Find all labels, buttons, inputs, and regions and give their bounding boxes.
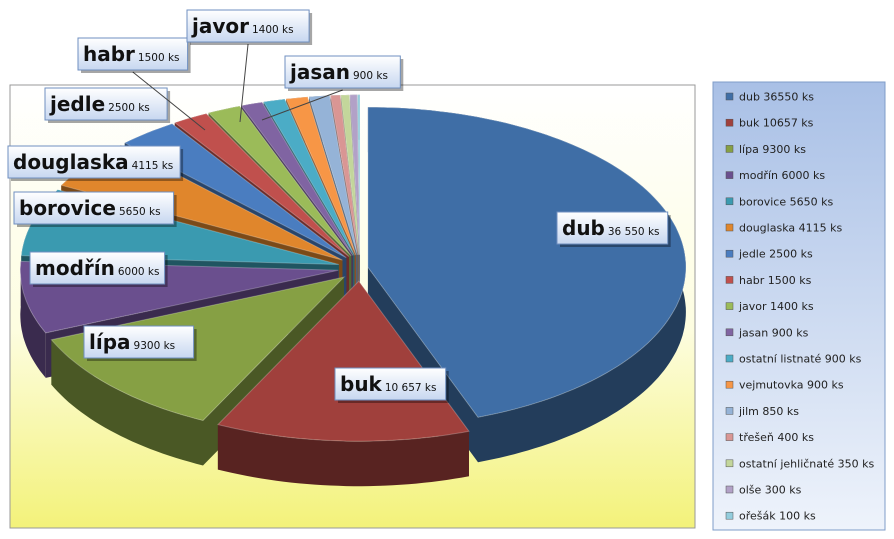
legend-label: buk 10657 ks [739, 117, 814, 130]
legend-label: habr 1500 ks [739, 274, 812, 287]
label-box [7, 145, 181, 179]
label-value: 6000 ks [118, 266, 160, 278]
legend-label: vejmutovka 900 ks [739, 379, 844, 392]
data-label: buk 10 657 ks [340, 372, 437, 396]
label-box [556, 211, 669, 245]
slice-side [20, 261, 46, 378]
label-box [83, 325, 195, 359]
legend-swatch [725, 380, 734, 389]
label-value: 9300 ks [134, 340, 176, 352]
data-label: jedle 2500 ks [49, 92, 150, 116]
data-label: modřín 6000 ks [35, 256, 159, 280]
slice-side [51, 339, 204, 466]
data-label: jasan 900 ks [289, 60, 388, 84]
leader-line [261, 89, 343, 121]
slice-side [217, 424, 469, 487]
label-name: buk [340, 372, 383, 396]
data-label: douglaska 4115 ks [13, 150, 173, 174]
label-name: javor [191, 14, 249, 38]
label-name: jedle [49, 92, 105, 116]
legend-swatch [725, 433, 734, 441]
data-label: lípa 9300 ks [89, 330, 175, 354]
legend-swatch [725, 302, 734, 310]
legend-swatch [725, 118, 734, 127]
legend-swatch [725, 92, 734, 101]
legend-swatch [725, 223, 734, 232]
slice [262, 98, 355, 256]
slice [308, 94, 358, 256]
slice [216, 280, 470, 442]
leader-line [239, 43, 249, 123]
label-name: borovice [19, 196, 116, 220]
legend-label: javor 1400 ks [738, 300, 814, 313]
legend-swatch [725, 328, 734, 337]
legend-label: jilm 850 ks [738, 405, 799, 418]
slice [340, 94, 360, 255]
label-box [77, 37, 189, 71]
label-value: 5650 ks [119, 206, 161, 218]
slice [207, 105, 352, 257]
legend-swatch [725, 354, 734, 363]
label-name: modřín [35, 256, 115, 280]
label-value: 4115 ks [132, 160, 174, 172]
label-value: 1400 ks [252, 24, 294, 36]
label-name: jasan [289, 60, 350, 84]
data-label: habr 1500 ks [83, 42, 180, 66]
legend-label: borovice 5650 ks [739, 195, 833, 208]
label-name: lípa [89, 330, 131, 354]
legend-label: jedle 2500 ks [738, 248, 813, 261]
data-label: javor 1400 ks [191, 14, 294, 38]
label-value: 2500 ks [108, 102, 150, 114]
legend-swatch [725, 407, 734, 415]
legend-swatch [725, 276, 734, 284]
legend-label: modřín 6000 ks [739, 169, 825, 182]
label-box [29, 251, 166, 285]
legend-label: douglaska 4115 ks [739, 222, 842, 235]
legend-label: olše 300 ks [739, 484, 802, 497]
legend-swatch [725, 249, 734, 258]
legend-swatch [725, 171, 734, 179]
label-box [44, 87, 168, 121]
label-value: 900 ks [353, 70, 388, 82]
slice [50, 276, 346, 422]
legend-label: ostatní listnaté 900 ks [739, 353, 862, 366]
legend-swatch [725, 485, 734, 494]
slice [240, 101, 354, 256]
label-value: 36 550 ks [608, 226, 660, 238]
label-name: dub [562, 216, 605, 240]
label-value: 10 657 ks [385, 382, 437, 394]
slice [285, 96, 357, 256]
legend-swatch [725, 197, 734, 206]
label-box [186, 9, 310, 43]
label-value: 1500 ks [138, 52, 180, 64]
legend-label: jasan 900 ks [738, 326, 809, 339]
legend-label: třešeň 400 ks [739, 431, 814, 444]
label-box [284, 55, 401, 89]
data-label: dub 36 550 ks [562, 216, 660, 240]
leader-line [132, 71, 206, 131]
legend-label: dub 36550 ks [739, 91, 814, 104]
label-name: habr [83, 42, 135, 66]
legend-label: ořešák 100 ks [739, 510, 816, 523]
slice [367, 106, 687, 418]
slice [329, 94, 359, 255]
data-label: borovice 5650 ks [19, 196, 161, 220]
legend-swatch [725, 145, 734, 153]
legend-swatch [725, 511, 734, 520]
label-name: douglaska [13, 150, 129, 174]
legend-label: ostatní jehličnaté 350 ks [739, 457, 874, 470]
slice [356, 94, 361, 255]
slice [349, 94, 361, 255]
legend-swatch [725, 459, 734, 468]
label-box [13, 191, 175, 225]
label-box [334, 367, 447, 401]
legend-label: lípa 9300 ks [739, 143, 806, 156]
legend-box [712, 81, 886, 531]
